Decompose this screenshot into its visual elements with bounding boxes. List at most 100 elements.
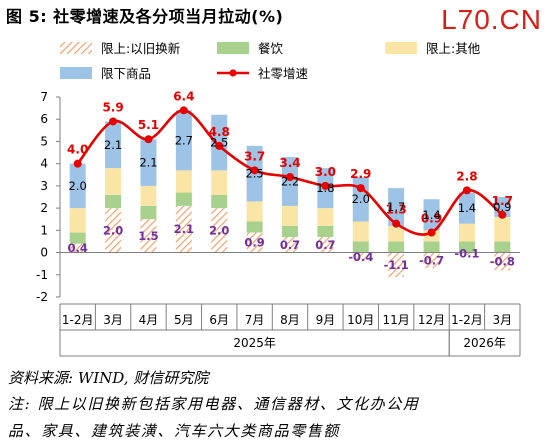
below-quota-data-label: 2.0: [69, 179, 87, 193]
bar-segment: [140, 205, 157, 220]
bar-segment: [211, 194, 228, 209]
bar-segment: [105, 168, 122, 195]
trade-in-data-label: -0.8: [490, 254, 515, 268]
below-quota-data-label: 2.0: [352, 192, 370, 206]
bar-segment: [175, 205, 192, 253]
bar-segment: [175, 170, 192, 193]
bar-segment: [140, 219, 157, 253]
bar-segment: [140, 185, 157, 206]
x-group-label: 2025年: [233, 336, 276, 350]
line-data-label: 4.0: [67, 143, 88, 157]
trade-in-data-label: 2.1: [174, 222, 194, 236]
line-data-label: 2.9: [350, 167, 371, 181]
bar-segment: [105, 208, 122, 253]
trade-in-data-label: 0.7: [315, 238, 335, 252]
x-tick-label: 1-2月: [451, 313, 483, 327]
below-quota-data-label: 2.2: [281, 174, 299, 188]
line-point: [250, 166, 259, 175]
bar-segment: [317, 237, 334, 253]
bar-segment: [246, 201, 263, 222]
trade-in-data-label: 1.5: [138, 229, 158, 243]
line-data-label: 3.0: [315, 165, 336, 179]
bar-segment: [175, 110, 192, 171]
bar-segment: [494, 217, 511, 242]
x-tick-label: 11月: [383, 313, 410, 327]
bar-segment: [458, 241, 475, 253]
bar-segment: [317, 208, 334, 226]
bar-segment: [423, 241, 440, 253]
legend-label: 限上:其他: [426, 41, 481, 56]
below-quota-data-label: 1.8: [316, 181, 334, 195]
x-tick-label: 8月: [280, 313, 300, 327]
x-tick-label: 5月: [174, 313, 194, 327]
chart-title: 图 5: 社零增速及各分项当月拉动(%): [6, 7, 284, 26]
line-point: [215, 141, 224, 150]
bar-segment: [105, 121, 122, 169]
bar-segment: [388, 225, 405, 242]
line-data-label: 1.7: [492, 194, 513, 208]
bar-segment: [175, 192, 192, 206]
trade-in-data-label: -1.1: [384, 258, 409, 272]
bar-segment: [211, 170, 228, 195]
x-tick-label: 10月: [347, 313, 374, 327]
x-tick-label: 12月: [418, 313, 445, 327]
bar-segment: [69, 232, 86, 244]
line-point: [321, 181, 330, 190]
x-tick-label: 3月: [103, 313, 123, 327]
watermark: L70.CN: [441, 4, 542, 35]
legend-swatch: [60, 42, 92, 54]
bar-segment: [458, 192, 475, 224]
y-tick-label: -2: [36, 290, 48, 304]
footnote-line-2: 品、家具、建筑装潢、汽车六大类商品零售额: [8, 422, 341, 440]
x-group-label: 2026年: [463, 336, 506, 350]
y-tick-label: 7: [40, 90, 48, 104]
legend-swatch: [385, 42, 417, 54]
trade-in-data-label: 2.0: [103, 223, 123, 237]
line-point: [73, 159, 82, 168]
line-point: [179, 106, 188, 115]
trade-in-data-label: 0.7: [280, 238, 300, 252]
bar-segment: [282, 157, 298, 206]
bar-segment: [494, 252, 511, 271]
y-tick-label: 4: [40, 157, 48, 171]
bar-segment: [423, 199, 440, 231]
bar-segment: [352, 241, 369, 253]
below-quota-data-label: 2.5: [245, 167, 263, 181]
x-tick-label: 9月: [316, 313, 336, 327]
bars-layer: [69, 110, 511, 277]
line-point: [286, 173, 294, 181]
bar-segment: [246, 232, 263, 253]
below-quota-data-label: 2.1: [139, 156, 157, 170]
y-tick-label: 6: [40, 112, 48, 126]
x-tick-label: 6月: [209, 313, 229, 327]
legend-line-marker: [229, 69, 237, 77]
legend-label: 限下商品: [101, 66, 151, 81]
line-data-label: 3.7: [244, 149, 265, 163]
below-quota-data-label: 1.4: [422, 208, 440, 222]
line-point: [356, 184, 365, 193]
trade-in-data-label: -0.1: [454, 247, 479, 261]
below-quota-data-label: 1.4: [458, 201, 476, 215]
line-point: [144, 135, 153, 144]
bar-segment: [388, 241, 405, 253]
line-data-label: 3.4: [279, 156, 300, 170]
bar-segment: [317, 225, 334, 237]
bar-segment: [494, 241, 511, 253]
bar-segment: [105, 194, 122, 209]
y-tick-label: 2: [40, 201, 48, 215]
bar-segment: [352, 252, 369, 262]
bar-segment: [423, 252, 440, 269]
legend-label: 限上:以旧换新: [101, 41, 180, 56]
below-quota-data-label: 1.7: [387, 200, 405, 214]
bar-segment: [352, 221, 369, 242]
bar-segment: [282, 205, 298, 226]
line-layer: [73, 106, 507, 237]
below-quota-data-label: 2.1: [104, 138, 122, 152]
bar-segment: [388, 188, 405, 226]
y-axis: -2 -1 0 1 2 3 4 5 6 7: [36, 90, 61, 304]
x-axis: 1-2月 3月 4月 5月 6月 7月 8月 9月 10月 11月 12月 1-2月 3月 2025年 20…: [59, 252, 521, 357]
line-data-label: 6.4: [173, 89, 194, 103]
y-tick-label: 0: [40, 246, 48, 260]
bar-segment: [69, 208, 86, 233]
y-tick-label: 3: [40, 179, 48, 193]
